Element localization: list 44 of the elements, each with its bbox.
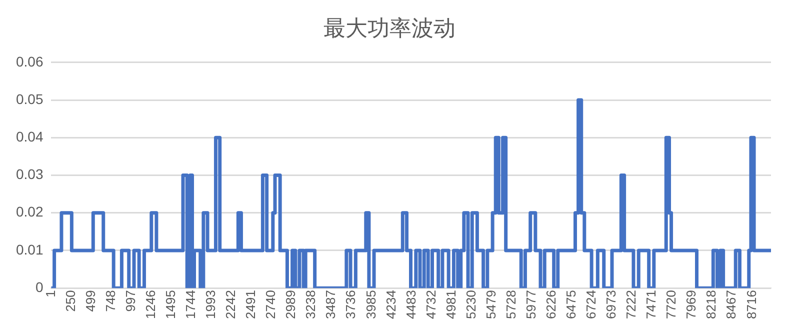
- x-tick-label: 1993: [203, 290, 218, 319]
- y-tick-label: 0.01: [16, 241, 44, 258]
- x-tick-label: 3736: [343, 290, 358, 319]
- x-tick-label: 8218: [704, 290, 719, 319]
- y-tick-label: 0.03: [16, 166, 44, 182]
- chart-title: 最大功率波动: [324, 15, 456, 40]
- x-tick-label: 3487: [323, 290, 338, 319]
- x-tick-label: 1: [42, 290, 58, 298]
- x-tick-label: 5230: [463, 290, 478, 319]
- x-tick-label: 3238: [303, 290, 318, 319]
- x-tick-label: 4483: [403, 290, 418, 319]
- x-tick-label: 7720: [664, 290, 679, 319]
- y-tick-label: 0.05: [16, 90, 44, 107]
- x-tick-label: 4732: [423, 290, 438, 319]
- x-tick-label: 8467: [724, 290, 739, 319]
- x-tick-label: 6475: [564, 290, 579, 319]
- x-tick-label: 250: [62, 290, 78, 312]
- x-tick-label: 4981: [443, 290, 458, 319]
- x-tick-label: 8716: [744, 290, 759, 319]
- y-tick-label: 0.06: [16, 53, 44, 70]
- x-tick-label: 7471: [644, 290, 659, 319]
- x-tick-label: 748: [102, 290, 118, 312]
- x-tick-label: 2740: [263, 290, 278, 319]
- x-tick-label: 1744: [183, 290, 198, 319]
- y-tick-label: 0.02: [16, 204, 44, 220]
- x-tick-label: 6724: [584, 290, 599, 319]
- x-tick-label: 1495: [162, 290, 178, 319]
- x-tick-label: 7969: [684, 290, 699, 319]
- y-tick-label: 0: [35, 278, 44, 295]
- x-tick-label: 7222: [624, 290, 639, 319]
- x-tick-label: 997: [122, 290, 138, 312]
- x-tick-label: 5479: [483, 290, 498, 319]
- x-tick-label: 1246: [142, 290, 158, 319]
- x-tick-label: 5728: [503, 290, 518, 319]
- y-tick-label: 0.04: [16, 128, 44, 144]
- x-tick-label: 2242: [223, 290, 238, 319]
- x-tick-label: 6973: [604, 290, 619, 319]
- x-tick-label: 6226: [543, 290, 558, 319]
- x-tick-label: 2491: [243, 290, 258, 319]
- x-tick-label: 5977: [523, 290, 538, 319]
- x-tick-label: 3985: [363, 290, 378, 319]
- x-tick-label: 499: [82, 290, 98, 312]
- x-tick-label: 4234: [383, 290, 398, 319]
- x-tick-label: 2989: [283, 290, 298, 319]
